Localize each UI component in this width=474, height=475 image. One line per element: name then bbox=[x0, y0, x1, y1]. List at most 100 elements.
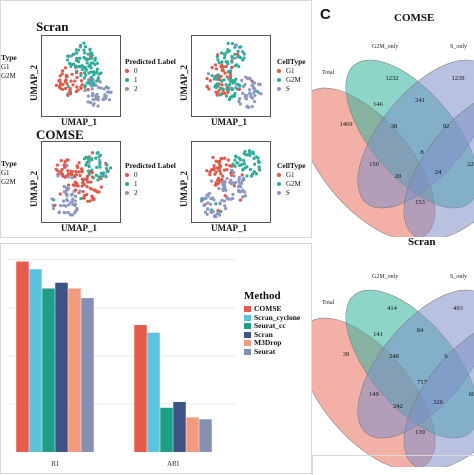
cut-legend-item: G2M bbox=[1, 72, 16, 80]
umap-point bbox=[89, 101, 93, 105]
umap-point bbox=[85, 160, 89, 165]
umap-point bbox=[94, 173, 98, 177]
umap-point bbox=[97, 72, 101, 76]
umap-point bbox=[250, 105, 254, 109]
venn-count-label: 1232 bbox=[386, 75, 399, 82]
umap-point bbox=[223, 53, 227, 57]
bar-comse-ri bbox=[16, 261, 29, 452]
umap-point bbox=[90, 151, 95, 155]
umap-point bbox=[81, 189, 85, 194]
legend-label: Seurat_cc bbox=[254, 321, 286, 330]
umap-point bbox=[215, 212, 219, 216]
umap-point bbox=[89, 54, 93, 59]
umap-point bbox=[104, 94, 108, 98]
umap-point bbox=[75, 206, 79, 211]
umap-point bbox=[63, 165, 67, 169]
umap-point bbox=[73, 203, 77, 208]
umap-point bbox=[58, 74, 62, 78]
umap-point bbox=[217, 168, 221, 172]
umap-point bbox=[93, 188, 98, 192]
umap-point bbox=[66, 172, 70, 176]
umap-point bbox=[224, 64, 228, 69]
umap-point bbox=[231, 181, 235, 185]
umap-point bbox=[221, 69, 225, 73]
umap-point bbox=[86, 94, 91, 98]
umap-point bbox=[66, 210, 70, 215]
venn-diagram-comse: Total G2M_only S_only 1469 1232 1239 146 241 38 9… bbox=[312, 44, 474, 237]
umap-point bbox=[70, 169, 74, 174]
umap-point bbox=[82, 71, 87, 75]
umap-point bbox=[97, 155, 101, 159]
umap-point bbox=[207, 87, 211, 91]
umap-point bbox=[96, 98, 100, 102]
umap-point bbox=[63, 160, 67, 164]
umap-point bbox=[80, 83, 84, 87]
umap-point bbox=[217, 61, 221, 65]
bar-legend-item: Scran bbox=[244, 330, 300, 340]
venn-set-label: G2M_only bbox=[372, 44, 398, 50]
umap-point bbox=[208, 173, 212, 177]
bar-legend-title: Method bbox=[244, 290, 281, 302]
umap-point bbox=[58, 192, 62, 196]
umap-point bbox=[223, 156, 227, 160]
umap-point bbox=[212, 198, 216, 202]
umap-point bbox=[86, 180, 90, 184]
umap-point bbox=[254, 172, 259, 176]
umap-scatter-scran-predicted bbox=[41, 35, 121, 117]
umap-ylabel: UMAP_2 bbox=[179, 65, 189, 101]
umap-point bbox=[50, 197, 54, 201]
umap-point bbox=[212, 168, 216, 172]
umap-point bbox=[90, 94, 94, 98]
venn-count-label: 226 bbox=[467, 161, 474, 168]
umap-point bbox=[243, 190, 247, 194]
umap-point bbox=[83, 45, 88, 49]
bar-seurat-cc-ri bbox=[42, 288, 55, 452]
umap-point bbox=[218, 86, 223, 90]
bar-legend-item: Seurat bbox=[244, 347, 300, 357]
umap-point bbox=[209, 168, 214, 172]
umap-point bbox=[219, 172, 223, 176]
umap-point bbox=[205, 193, 209, 197]
umap-point bbox=[240, 78, 244, 83]
umap-point bbox=[214, 85, 218, 90]
venn-count-label: 248 bbox=[389, 353, 399, 360]
umap-point bbox=[74, 169, 78, 174]
venn-panel: C COMSE Total G2M_only S_only 1469 1232 1239 1… bbox=[312, 0, 474, 475]
umap-point bbox=[79, 79, 84, 83]
venn-count-label: 6 bbox=[444, 353, 448, 360]
umap-point bbox=[234, 180, 238, 185]
umap-point bbox=[244, 153, 249, 157]
umap-point bbox=[225, 75, 229, 79]
umap-point bbox=[221, 187, 225, 191]
legend-dot bbox=[125, 191, 129, 196]
umap-point bbox=[85, 193, 89, 197]
umap-point bbox=[203, 196, 207, 200]
umap-point bbox=[233, 52, 237, 56]
umap-point bbox=[82, 76, 86, 80]
bar-scran-ri bbox=[55, 282, 68, 452]
venn-set-label: S_only bbox=[450, 44, 467, 50]
venn-set-label: G2M_only bbox=[372, 274, 398, 280]
umap-point bbox=[82, 48, 86, 52]
umap-point bbox=[250, 83, 254, 87]
umap-point bbox=[214, 90, 218, 94]
umap-point bbox=[229, 178, 233, 182]
legend-swatch bbox=[244, 348, 251, 355]
umap-point bbox=[66, 183, 71, 187]
umap-point bbox=[61, 82, 65, 87]
umap-point bbox=[70, 192, 74, 196]
umap-point bbox=[99, 86, 103, 90]
umap-point bbox=[220, 63, 224, 67]
umap-point bbox=[75, 75, 79, 80]
legend-swatch bbox=[244, 306, 251, 313]
umap-point bbox=[60, 72, 64, 76]
umap-point bbox=[91, 70, 96, 74]
bar-legend: Method COMSE Scran_cyclone Seurat_cc Scran M… bbox=[244, 290, 300, 356]
umap-point bbox=[224, 83, 228, 87]
umap-point bbox=[76, 184, 80, 188]
umap-point bbox=[257, 160, 261, 164]
legend-dot bbox=[125, 182, 129, 187]
umap-point bbox=[235, 82, 239, 86]
umap-point bbox=[69, 64, 73, 68]
venn-set-label: Total bbox=[322, 300, 335, 306]
